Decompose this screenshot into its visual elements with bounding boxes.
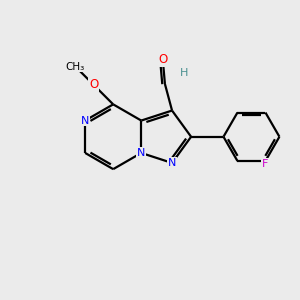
Text: O: O — [158, 53, 167, 66]
Text: N: N — [168, 158, 176, 168]
Text: N: N — [137, 148, 146, 158]
Text: N: N — [81, 116, 89, 126]
Text: H: H — [180, 68, 189, 78]
Text: CH₃: CH₃ — [66, 61, 85, 72]
Text: F: F — [262, 159, 268, 169]
Text: O: O — [89, 78, 98, 92]
